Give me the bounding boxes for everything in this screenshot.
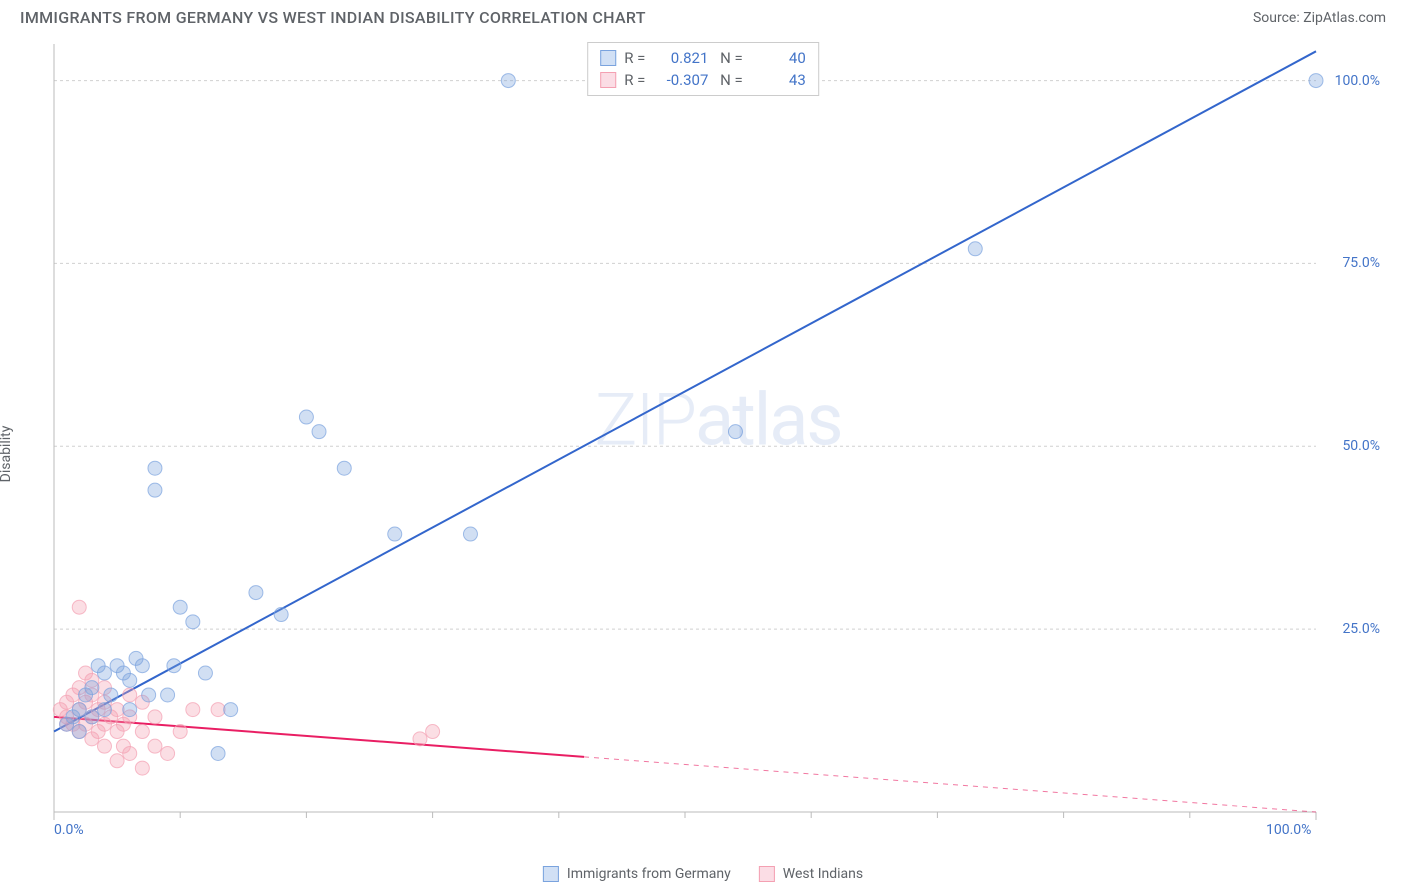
source-prefix: Source: bbox=[1253, 10, 1303, 26]
header: IMMIGRANTS FROM GERMANY VS WEST INDIAN D… bbox=[0, 0, 1406, 31]
scatter-plot bbox=[50, 40, 1386, 832]
stat-swatch-series2 bbox=[600, 72, 616, 88]
chart-title: IMMIGRANTS FROM GERMANY VS WEST INDIAN D… bbox=[20, 8, 646, 27]
legend-item-series2: West Indians bbox=[759, 866, 863, 882]
legend-item-series1: Immigrants from Germany bbox=[543, 866, 731, 882]
x-tick-label: 100.0% bbox=[1266, 822, 1311, 838]
stat-n-series2: 43 bbox=[751, 71, 806, 89]
x-tick-label: 0.0% bbox=[54, 822, 84, 838]
correlation-stats-box: R = 0.821 N = 40 R = -0.307 N = 43 bbox=[587, 42, 819, 96]
stat-swatch-series1 bbox=[600, 50, 616, 66]
legend-label-series1: Immigrants from Germany bbox=[567, 866, 731, 882]
stat-r-series2: -0.307 bbox=[653, 71, 708, 89]
x-axis-legend: Immigrants from Germany West Indians bbox=[543, 866, 863, 882]
y-tick-label: 50.0% bbox=[1342, 438, 1380, 454]
stat-r-series1: 0.821 bbox=[653, 49, 708, 67]
y-tick-label: 100.0% bbox=[1335, 73, 1380, 89]
legend-swatch-series1 bbox=[543, 866, 559, 882]
stat-n-series1: 40 bbox=[751, 49, 806, 67]
stat-label-n: N = bbox=[716, 49, 742, 67]
source-attribution: Source: ZipAtlas.com bbox=[1253, 10, 1386, 26]
stat-label-r: R = bbox=[624, 71, 645, 89]
y-tick-label: 75.0% bbox=[1342, 255, 1380, 271]
stat-row-series2: R = -0.307 N = 43 bbox=[600, 69, 806, 91]
chart-area: ZIPatlas 25.0%50.0%75.0%100.0%0.0%100.0% bbox=[50, 40, 1386, 832]
legend-swatch-series2 bbox=[759, 866, 775, 882]
stat-row-series1: R = 0.821 N = 40 bbox=[600, 47, 806, 69]
legend-label-series2: West Indians bbox=[783, 866, 863, 882]
y-axis-label: Disability bbox=[0, 426, 14, 483]
stat-label-n: N = bbox=[716, 71, 742, 89]
stat-label-r: R = bbox=[624, 49, 645, 67]
y-tick-label: 25.0% bbox=[1342, 621, 1380, 637]
source-name: ZipAtlas.com bbox=[1303, 10, 1386, 26]
